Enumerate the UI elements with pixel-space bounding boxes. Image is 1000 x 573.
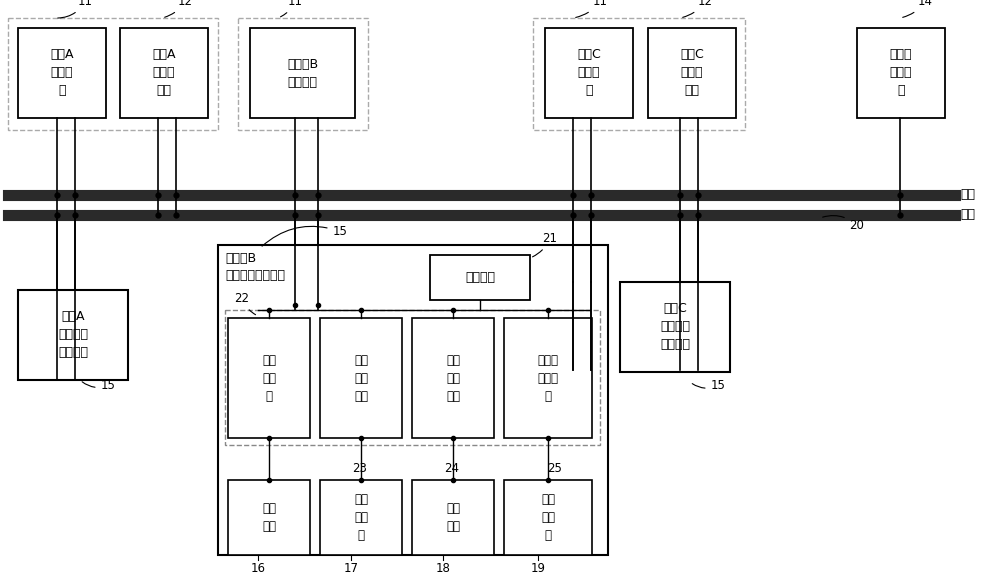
Bar bbox=[228, 480, 310, 555]
Text: 中继站B
目标分散控制终端: 中继站B 目标分散控制终端 bbox=[225, 252, 285, 282]
Text: 右网: 右网 bbox=[960, 209, 975, 222]
Bar bbox=[620, 282, 730, 372]
Text: 11: 11 bbox=[58, 0, 92, 18]
Bar bbox=[250, 28, 355, 118]
Text: 有源
应答
器: 有源 应答 器 bbox=[541, 493, 555, 542]
Text: 24: 24 bbox=[444, 462, 460, 475]
Text: 16: 16 bbox=[250, 562, 266, 573]
Text: 车站A
计算机
联锁: 车站A 计算机 联锁 bbox=[152, 49, 176, 97]
Bar bbox=[545, 28, 633, 118]
Text: 21: 21 bbox=[533, 232, 558, 257]
Text: 15: 15 bbox=[262, 225, 347, 246]
Text: 11: 11 bbox=[576, 0, 608, 17]
Bar bbox=[18, 28, 106, 118]
Text: 12: 12 bbox=[683, 0, 712, 17]
Bar bbox=[412, 480, 494, 555]
Bar bbox=[504, 318, 592, 438]
Text: 外部
继电
器: 外部 继电 器 bbox=[354, 493, 368, 542]
Text: 15: 15 bbox=[692, 379, 725, 392]
Text: 20: 20 bbox=[823, 215, 864, 232]
Text: 临时限
速服务
器: 临时限 速服务 器 bbox=[890, 49, 912, 97]
Bar bbox=[225, 310, 600, 445]
Bar bbox=[8, 18, 218, 130]
Bar bbox=[430, 255, 530, 300]
Text: 车站C
计算机
联锁: 车站C 计算机 联锁 bbox=[680, 49, 704, 97]
Text: 19: 19 bbox=[530, 562, 546, 573]
Text: 车站A
列控中
心: 车站A 列控中 心 bbox=[50, 49, 74, 97]
Text: 11: 11 bbox=[281, 0, 302, 17]
Bar bbox=[533, 18, 745, 130]
Text: 18: 18 bbox=[436, 562, 450, 573]
Bar bbox=[120, 28, 208, 118]
Bar bbox=[238, 18, 368, 130]
Text: 车站C
列控中
心: 车站C 列控中 心 bbox=[577, 49, 601, 97]
Text: 车站A
目标分散
控制终端: 车站A 目标分散 控制终端 bbox=[58, 311, 88, 359]
Text: 左网: 左网 bbox=[960, 189, 975, 202]
Text: 车站C
目标分散
控制终端: 车站C 目标分散 控制终端 bbox=[660, 303, 690, 351]
Bar bbox=[648, 28, 736, 118]
Bar bbox=[412, 318, 494, 438]
Bar bbox=[320, 318, 402, 438]
Text: 23: 23 bbox=[353, 462, 367, 475]
Bar bbox=[218, 245, 608, 555]
Text: 控制主机: 控制主机 bbox=[465, 271, 495, 284]
Text: 中继站B
列控中心: 中继站B 列控中心 bbox=[287, 57, 318, 88]
Text: 辅助
维护
机: 辅助 维护 机 bbox=[262, 354, 276, 402]
Text: 25: 25 bbox=[548, 462, 562, 475]
Text: 轨道
电路: 轨道 电路 bbox=[446, 502, 460, 533]
Text: 集中
监测: 集中 监测 bbox=[262, 502, 276, 533]
Text: 14: 14 bbox=[903, 0, 932, 17]
Text: 22: 22 bbox=[234, 292, 256, 315]
Text: 驱动
采集
接口: 驱动 采集 接口 bbox=[354, 354, 368, 402]
Bar bbox=[228, 318, 310, 438]
Text: 有源应
答器接
口: 有源应 答器接 口 bbox=[538, 354, 558, 402]
Bar bbox=[18, 290, 128, 380]
Text: 轨道
电路
接口: 轨道 电路 接口 bbox=[446, 354, 460, 402]
Text: 12: 12 bbox=[165, 0, 192, 17]
Text: 17: 17 bbox=[344, 562, 358, 573]
Bar bbox=[320, 480, 402, 555]
Text: 15: 15 bbox=[82, 379, 115, 392]
Bar bbox=[504, 480, 592, 555]
Bar bbox=[857, 28, 945, 118]
